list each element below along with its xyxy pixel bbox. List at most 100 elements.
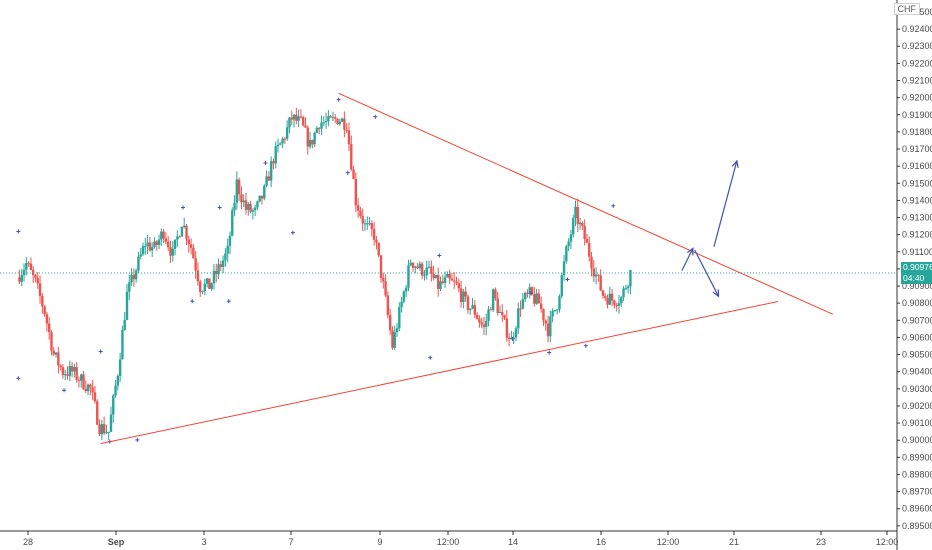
candle-body: [551, 310, 554, 317]
candle-body: [176, 236, 179, 240]
candle-body: [160, 231, 163, 240]
candle-body: [91, 387, 94, 393]
candle-body: [533, 294, 536, 304]
candle-body: [594, 274, 598, 277]
candle-body: [306, 127, 309, 147]
y-tick-label: 0.89800: [902, 469, 932, 479]
candle-body: [38, 283, 42, 296]
candle-body: [205, 278, 209, 284]
candle-body: [311, 139, 314, 145]
candle-body: [228, 235, 232, 246]
candle-body: [41, 295, 44, 307]
y-tick-label: 0.90000: [902, 435, 932, 445]
candle-body: [308, 139, 312, 147]
y-tick-label: 0.91300: [902, 213, 932, 223]
candle-body: [324, 121, 328, 123]
candle-body: [315, 127, 319, 133]
candle-body: [398, 307, 401, 329]
candle-body: [22, 269, 26, 276]
candle-body: [416, 266, 419, 269]
candle-body: [288, 117, 291, 128]
candle-body: [219, 264, 223, 267]
x-tick-label: 14: [508, 537, 518, 547]
candle-body: [150, 247, 154, 251]
candle-body: [608, 293, 612, 305]
candle-body: [613, 300, 616, 305]
candle-body: [96, 401, 99, 425]
candle-body: [249, 204, 252, 212]
candle-body: [585, 238, 589, 243]
y-tick-label: 0.89600: [902, 504, 932, 514]
pivot-marker: [98, 349, 103, 354]
y-tick-label: 0.92000: [902, 93, 932, 103]
arrow-shaft: [694, 249, 720, 297]
pivot-marker: [547, 350, 552, 355]
candle-body: [171, 248, 174, 256]
candle-body: [592, 268, 596, 277]
pivot-marker: [16, 376, 21, 381]
candle-body: [491, 289, 495, 311]
candle-body: [379, 255, 383, 278]
candle-body: [285, 127, 289, 139]
candle-body: [404, 287, 408, 292]
candle-body: [269, 161, 273, 181]
candle-body: [546, 323, 550, 337]
candle-body: [102, 424, 106, 434]
candle-body: [475, 314, 479, 319]
candle-body: [578, 222, 582, 225]
candle-body: [583, 226, 586, 239]
candle-body: [496, 298, 499, 313]
candle-body: [526, 292, 529, 294]
candle-body: [226, 245, 229, 254]
candle-body: [318, 127, 321, 129]
candle-body: [501, 311, 504, 316]
candle-body: [372, 229, 376, 240]
y-tick-label: 0.91100: [902, 247, 932, 257]
candle-body: [29, 263, 33, 271]
candle-body: [455, 281, 458, 284]
candle-body: [295, 114, 298, 121]
candle-body: [478, 318, 481, 323]
candle-body: [601, 290, 605, 296]
candle-body: [453, 280, 456, 282]
candle-body: [386, 295, 390, 316]
candle-body: [528, 287, 531, 294]
candle-body: [624, 288, 628, 290]
candle-body: [535, 293, 538, 304]
pivot-marker: [428, 355, 433, 360]
candle-body: [109, 414, 113, 432]
candle-body: [469, 308, 472, 310]
candle-body: [446, 273, 449, 278]
candle-body: [192, 247, 195, 259]
candle-body: [425, 267, 428, 276]
y-tick-label: 0.90100: [902, 418, 932, 428]
candle-body: [350, 144, 353, 170]
candle-body: [411, 262, 415, 268]
candle-body: [201, 291, 204, 293]
candle-body: [100, 424, 104, 435]
candle-body: [52, 350, 55, 355]
x-axis[interactable]: 28 Sep 3 7 9 12:00 14 16 12:00 21 23 12:00: [23, 531, 898, 547]
candle-body: [313, 132, 316, 145]
candle-body: [459, 288, 463, 302]
candle-body: [203, 283, 206, 292]
pivot-markers-layer: [16, 97, 616, 444]
candle-body: [217, 264, 220, 275]
y-tick-label: 0.92100: [902, 76, 932, 86]
pivot-marker: [290, 230, 295, 235]
y-tick-label: 0.90500: [902, 350, 932, 360]
candle-body: [244, 200, 248, 210]
candle-body: [565, 246, 568, 262]
candle-body: [489, 309, 493, 311]
candle-body: [107, 431, 110, 433]
candle-body: [617, 303, 621, 306]
candle-body: [185, 225, 188, 240]
y-tick-label: 0.91200: [902, 230, 932, 240]
current-price-badge: 0.90976 04:40: [901, 262, 932, 285]
candle-body: [304, 125, 307, 128]
candle-body: [352, 169, 355, 179]
candle-body: [517, 308, 520, 329]
candle-body: [437, 275, 440, 290]
